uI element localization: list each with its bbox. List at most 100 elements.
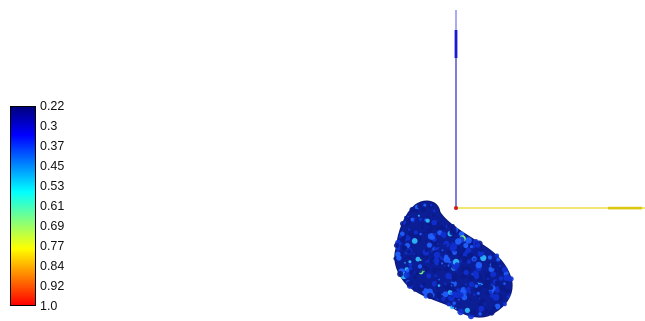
model-speckle xyxy=(442,285,445,289)
model-speckle xyxy=(469,245,473,249)
colorbar-tick-label: 0.84 xyxy=(40,259,65,273)
model-speckle xyxy=(454,291,461,299)
colorbar-tick-label: 0.69 xyxy=(40,219,65,233)
model-speckle xyxy=(415,261,418,264)
model-speckle xyxy=(479,287,483,290)
model-speckle xyxy=(402,251,405,254)
model-speckle xyxy=(448,251,453,256)
model-speckle xyxy=(398,234,402,238)
model-speckle xyxy=(411,238,418,244)
model-speckle xyxy=(431,219,438,226)
model-speckle xyxy=(432,214,435,217)
model-speckle xyxy=(438,278,440,281)
model-speckle xyxy=(406,280,413,287)
model-speckle xyxy=(426,242,432,248)
model-speckle xyxy=(463,269,469,276)
model-speckle xyxy=(487,255,492,260)
model-speckle xyxy=(408,228,411,231)
model-speckle xyxy=(427,211,430,215)
model-speckle xyxy=(468,275,474,281)
model-speckle xyxy=(483,283,489,289)
model-speckle xyxy=(404,216,407,219)
model-speckle xyxy=(475,242,481,248)
model-speckle xyxy=(465,237,472,244)
horizontal-axis-marker xyxy=(608,206,642,210)
model-speckle xyxy=(506,295,510,299)
model-speckle xyxy=(408,231,414,237)
model-speckle xyxy=(405,269,410,273)
model-speckle xyxy=(421,289,424,291)
model-speckle xyxy=(481,283,483,285)
colorbar-tick-label: 1.0 xyxy=(40,299,58,313)
colorbar-legend xyxy=(10,106,36,306)
model-speckle xyxy=(476,291,480,295)
model-speckle xyxy=(442,226,446,230)
model-speckle xyxy=(441,224,444,227)
model-speckle xyxy=(459,276,462,279)
model-speckle xyxy=(441,262,444,265)
model-speckle xyxy=(436,298,439,301)
scanned-model[interactable] xyxy=(393,200,514,320)
model-speckle xyxy=(488,285,494,291)
model-speckle xyxy=(479,248,483,252)
model-speckle xyxy=(425,218,430,223)
model-speckle xyxy=(437,284,441,287)
model-speckle xyxy=(414,209,419,214)
model-speckle xyxy=(474,284,478,288)
model-speckle xyxy=(424,248,429,253)
model-speckle xyxy=(447,283,455,290)
model-speckle xyxy=(417,268,423,274)
model-speckle xyxy=(420,222,424,226)
model-speckle xyxy=(442,291,449,298)
model-speckle xyxy=(464,307,470,313)
model-speckle xyxy=(453,264,459,270)
model-speckle xyxy=(413,230,419,235)
model-speckle xyxy=(410,217,415,222)
model-speckle xyxy=(416,283,419,286)
colorbar-tick-label: 0.77 xyxy=(40,239,65,253)
model-speckle xyxy=(413,217,416,220)
model-speckle xyxy=(420,207,427,213)
model-speckle xyxy=(454,226,457,229)
model-speckle xyxy=(446,302,451,307)
model-speckle xyxy=(458,302,461,305)
model-speckle xyxy=(426,273,432,279)
model-speckle xyxy=(425,239,428,243)
model-speckle xyxy=(421,226,425,230)
model-speckle xyxy=(450,284,453,287)
model-speckle xyxy=(475,261,483,269)
model-speckle xyxy=(479,244,483,248)
model-speckle xyxy=(508,276,514,282)
model-speckle xyxy=(438,267,442,272)
model-speckle xyxy=(415,256,421,262)
model-speckle xyxy=(451,224,455,228)
model-speckle xyxy=(445,272,452,280)
colorbar-tick-label: 0.53 xyxy=(40,179,65,193)
model-speckle xyxy=(417,214,420,217)
model-speckle xyxy=(505,288,510,294)
colorbar-tick-label: 0.61 xyxy=(40,199,65,213)
model-speckle xyxy=(478,297,481,300)
model-speckle xyxy=(423,232,426,234)
model-speckle xyxy=(484,272,491,279)
model-speckle xyxy=(409,206,416,213)
model-speckle xyxy=(437,295,441,299)
model-speckle xyxy=(403,257,407,260)
model-speckle xyxy=(498,276,504,281)
model-speckle xyxy=(503,282,506,285)
model-speckle xyxy=(480,298,485,303)
model-speckle xyxy=(495,280,500,286)
model-speckle xyxy=(419,259,422,261)
model-speckle xyxy=(444,244,447,247)
model-speckle xyxy=(420,252,423,255)
vertical-axis xyxy=(454,10,458,208)
model-speckle xyxy=(451,273,459,281)
model-speckle xyxy=(431,254,434,257)
model-speckle xyxy=(494,303,501,310)
model-speckle xyxy=(408,260,412,264)
model-speckle xyxy=(439,256,443,259)
model-speckle xyxy=(417,264,423,269)
model-speckle xyxy=(486,291,490,295)
